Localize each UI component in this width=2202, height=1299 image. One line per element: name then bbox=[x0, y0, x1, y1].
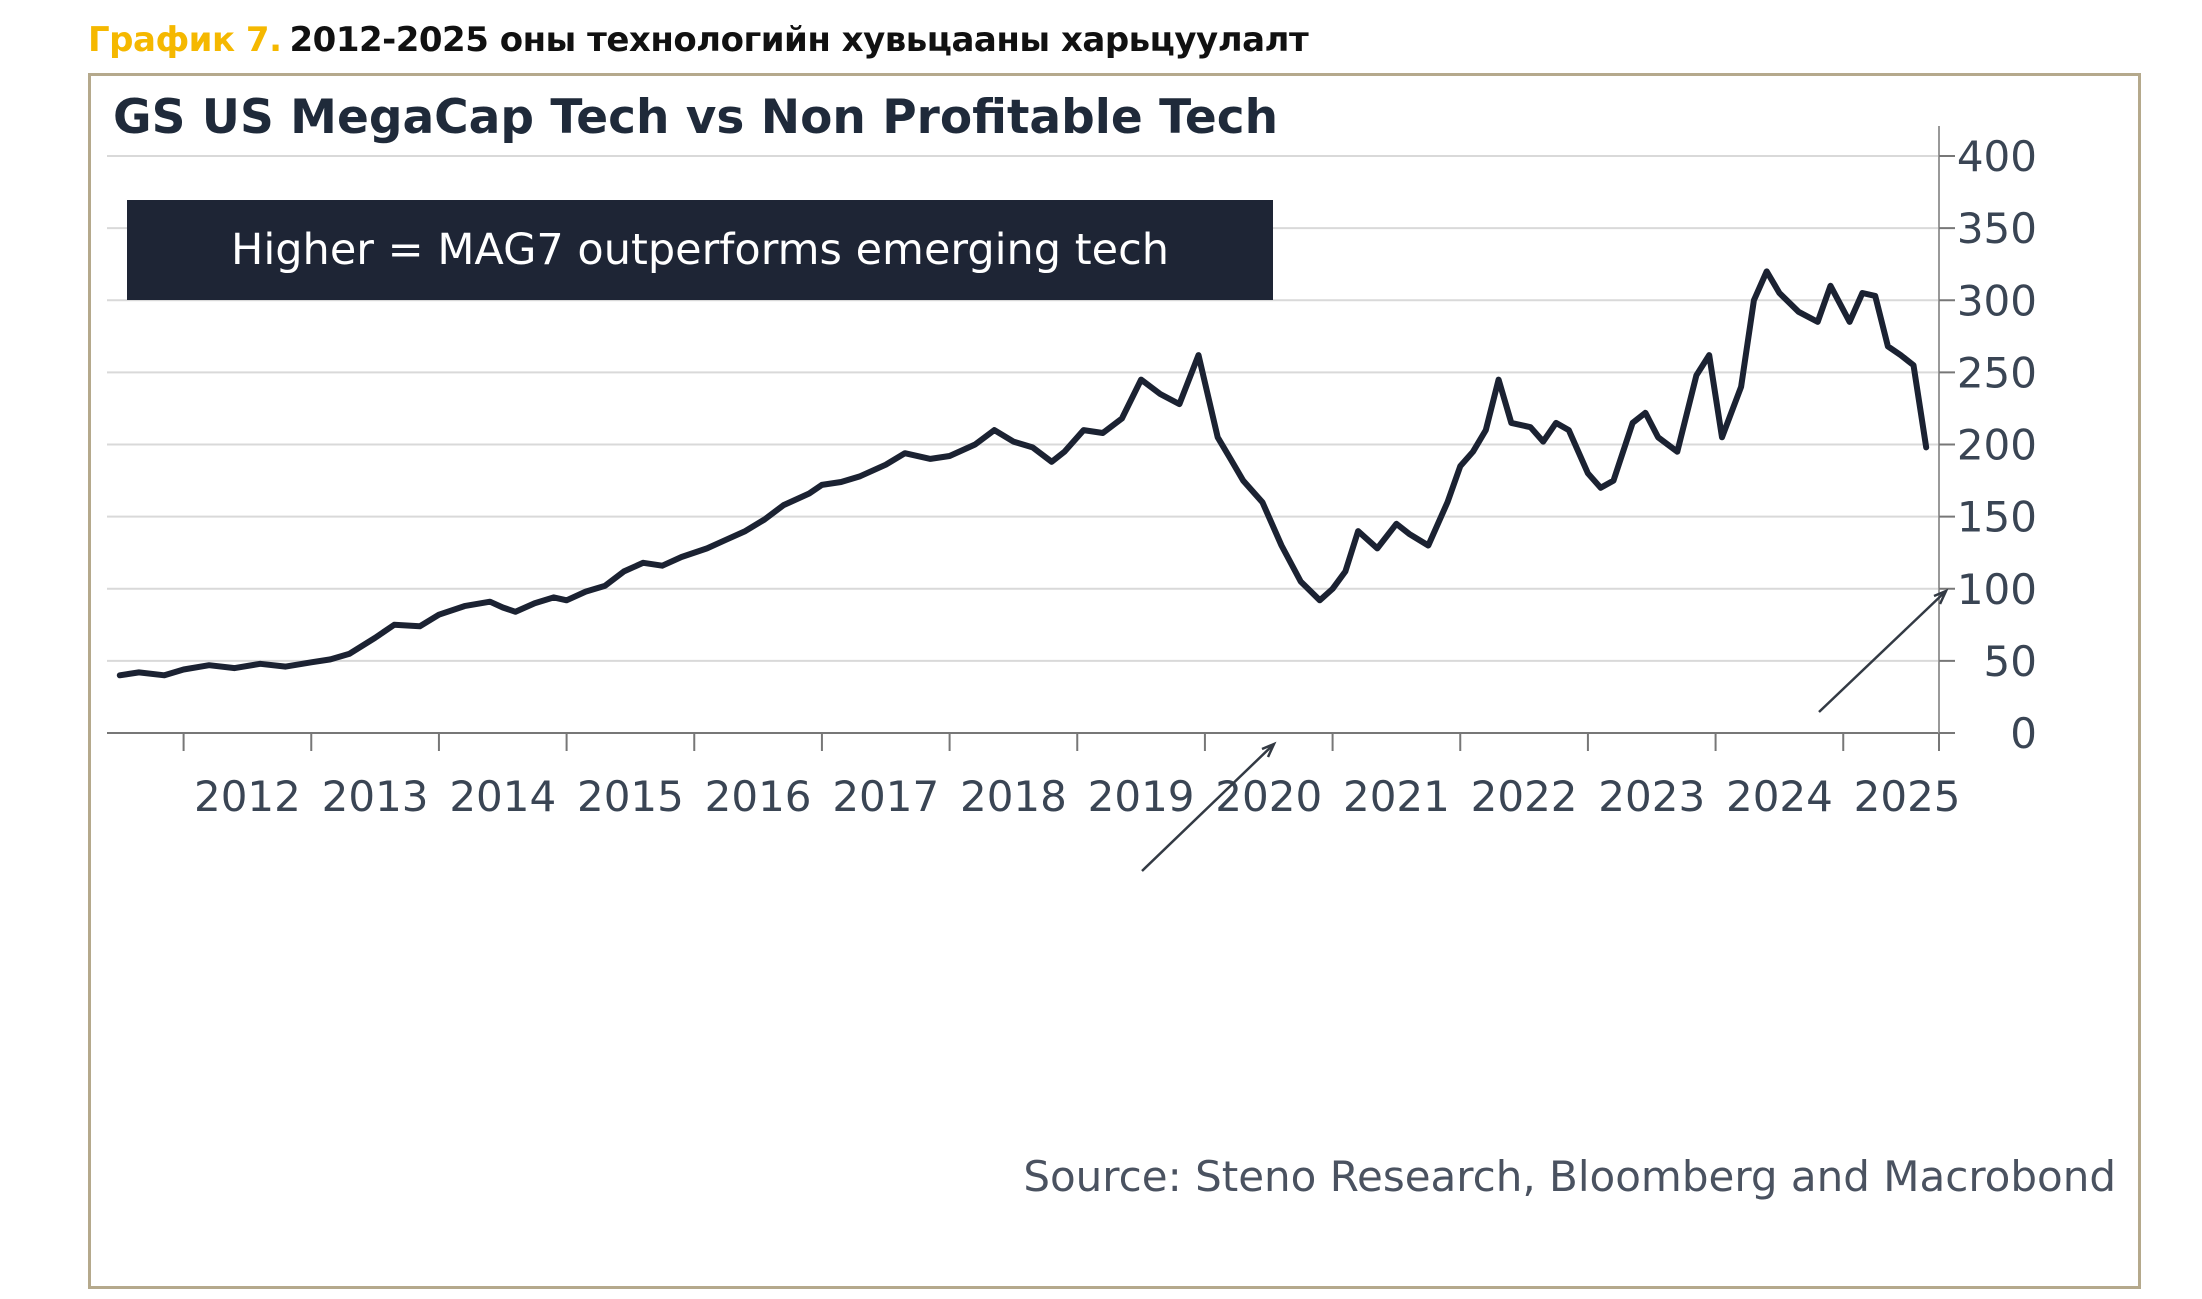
x-tick-label-2021: 2021 bbox=[1343, 772, 1450, 821]
arrow-2020 bbox=[1141, 743, 1275, 872]
x-axis-ticks: 2012 2013 2014 2015 2016 2017 2018 2019 2020 2021… bbox=[182, 733, 1961, 821]
line-chart: GS US MegaCap Tech vs Non Profitable Tec… bbox=[107, 90, 2116, 1201]
x-tick-label-2025: 2025 bbox=[1854, 772, 1961, 821]
x-tick-label-2024: 2024 bbox=[1726, 772, 1833, 821]
x-tick-label-2012: 2012 bbox=[194, 772, 301, 821]
x-tick-label-2017: 2017 bbox=[832, 772, 939, 821]
y-axis-ticks: 0 50 100 150 200 250 300 350 400 bbox=[1939, 132, 2037, 758]
x-tick-label-2018: 2018 bbox=[960, 772, 1067, 821]
y-tick-label-300: 300 bbox=[1957, 276, 2037, 325]
source-note: Source: Steno Research, Bloomberg and Ma… bbox=[1023, 1152, 2116, 1201]
chart-frame: GS US MegaCap Tech vs Non Profitable Tec… bbox=[88, 73, 2141, 1289]
y-tick-label-350: 350 bbox=[1957, 204, 2037, 253]
arrow-2025 bbox=[1818, 590, 1947, 713]
series-line-0 bbox=[116, 268, 1930, 679]
y-tick-label-100: 100 bbox=[1957, 565, 2037, 614]
x-tick-label-2013: 2013 bbox=[322, 772, 429, 821]
y-tick-label-200: 200 bbox=[1957, 421, 2037, 470]
arrow-2025-head bbox=[1933, 588, 1949, 605]
x-tick-label-2020: 2020 bbox=[1215, 772, 1322, 821]
y-tick-label-0: 0 bbox=[2010, 709, 2037, 758]
figure-caption: График 7. 2012-2025 оны технологийн хувьц… bbox=[88, 20, 1309, 60]
caption-text: 2012-2025 оны технологийн хувьцааны харь… bbox=[289, 20, 1309, 60]
x-tick-label-2016: 2016 bbox=[705, 772, 812, 821]
y-tick-label-150: 150 bbox=[1957, 493, 2037, 542]
caption-label: График 7. bbox=[88, 20, 282, 60]
series-layer bbox=[116, 268, 1930, 679]
y-tick-label-400: 400 bbox=[1957, 132, 2037, 181]
annotation-box bbox=[127, 200, 1273, 300]
y-tick-label-250: 250 bbox=[1957, 348, 2037, 397]
x-tick-label-2015: 2015 bbox=[577, 772, 684, 821]
x-tick-label-2023: 2023 bbox=[1598, 772, 1705, 821]
chart-title: GS US MegaCap Tech vs Non Profitable Tec… bbox=[113, 90, 1278, 145]
x-tick-label-2014: 2014 bbox=[449, 772, 556, 821]
y-tick-label-50: 50 bbox=[1984, 637, 2037, 686]
x-tick-label-2019: 2019 bbox=[1088, 772, 1195, 821]
arrow-2020-head bbox=[1261, 741, 1277, 758]
x-tick-label-2022: 2022 bbox=[1471, 772, 1578, 821]
annotation-text: Higher = MAG7 outperforms emerging tech bbox=[231, 225, 1169, 275]
